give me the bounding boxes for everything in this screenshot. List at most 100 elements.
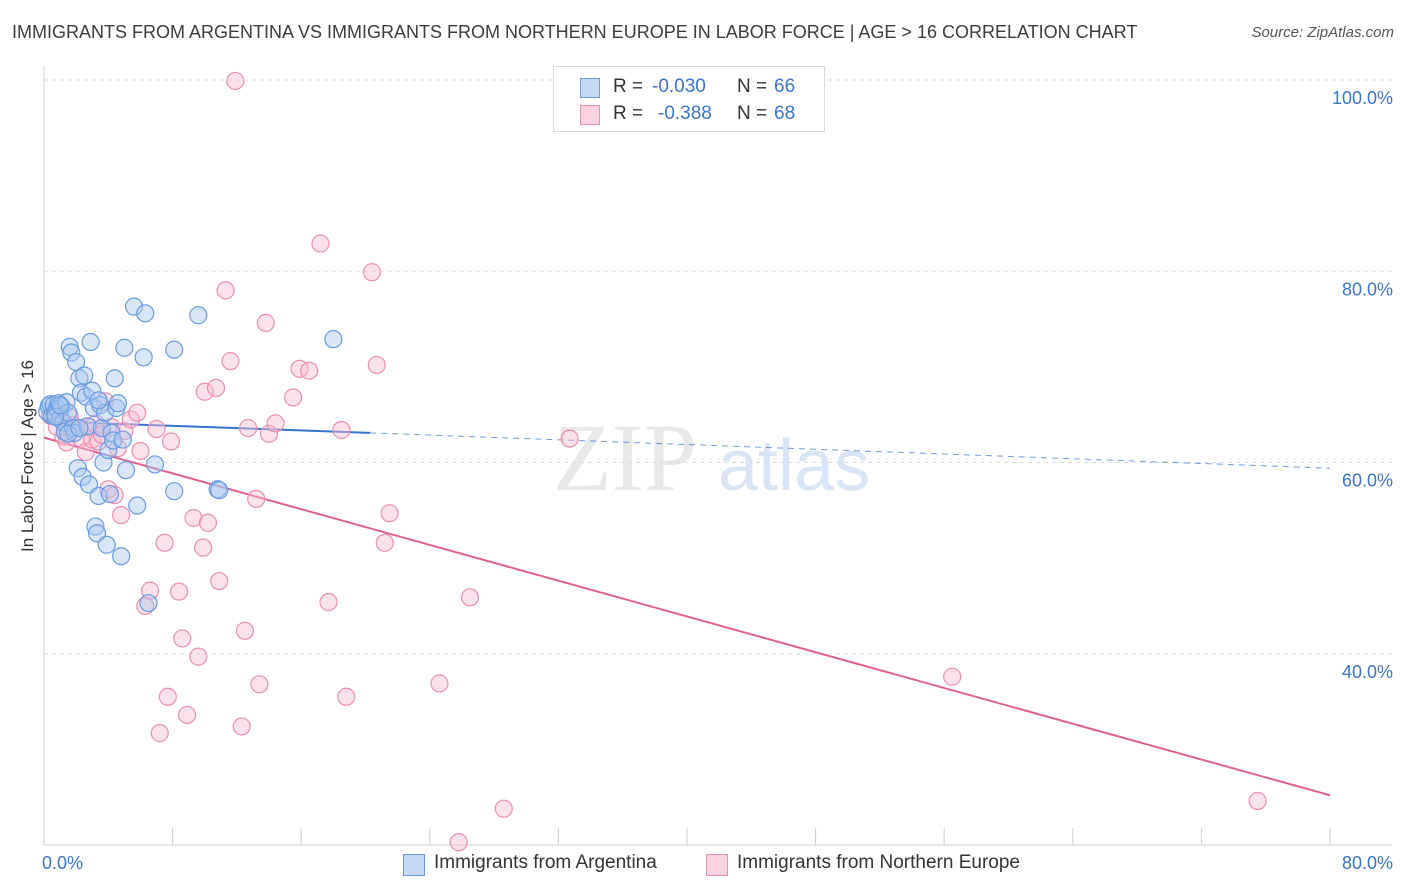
point-argentina bbox=[92, 418, 111, 438]
trend-line-argentina bbox=[43, 420, 371, 434]
legend-swatch-pink bbox=[580, 105, 600, 125]
point-northern-europe bbox=[173, 629, 192, 648]
point-argentina bbox=[210, 481, 229, 500]
point-argentina bbox=[99, 440, 118, 460]
point-northern-europe bbox=[337, 687, 356, 706]
point-argentina bbox=[134, 348, 153, 367]
point-argentina bbox=[108, 394, 128, 413]
y-tick-label: 100.0% bbox=[1332, 88, 1393, 108]
watermark-zip: ZIP bbox=[553, 404, 697, 511]
point-northern-europe bbox=[430, 674, 449, 693]
legend-r-value: -0.030 bbox=[652, 76, 706, 97]
point-northern-europe bbox=[284, 388, 303, 407]
point-northern-europe bbox=[375, 533, 394, 552]
point-northern-europe bbox=[184, 508, 203, 528]
point-northern-europe bbox=[311, 234, 330, 253]
trend-lines bbox=[43, 420, 1331, 797]
point-northern-europe bbox=[206, 378, 226, 398]
point-northern-europe bbox=[259, 424, 279, 443]
point-argentina bbox=[46, 407, 65, 426]
data-points bbox=[38, 71, 1267, 852]
point-northern-europe bbox=[169, 582, 189, 601]
y-tick-label: 40.0% bbox=[1342, 662, 1393, 682]
point-argentina bbox=[128, 496, 147, 515]
trend-line-northern-europe bbox=[43, 436, 1331, 797]
legend-n-value: 68 bbox=[774, 103, 796, 124]
point-northern-europe bbox=[367, 355, 386, 375]
point-argentina bbox=[70, 369, 89, 388]
y-tick-label: 60.0% bbox=[1342, 471, 1393, 491]
point-northern-europe bbox=[494, 799, 513, 818]
point-argentina bbox=[62, 343, 81, 362]
point-argentina bbox=[324, 330, 343, 349]
point-argentina bbox=[115, 338, 134, 357]
correlation-legend: R = -0.030 N = 66 R = -0.388 N = 68 bbox=[553, 66, 825, 132]
point-northern-europe bbox=[232, 717, 251, 736]
point-northern-europe bbox=[198, 513, 218, 532]
legend-r-label: R = bbox=[613, 76, 644, 97]
axes bbox=[43, 66, 1392, 846]
point-argentina bbox=[208, 480, 227, 499]
point-northern-europe bbox=[112, 505, 131, 525]
point-northern-europe bbox=[194, 538, 213, 557]
point-argentina bbox=[102, 423, 121, 442]
point-northern-europe bbox=[239, 418, 258, 438]
point-northern-europe bbox=[362, 263, 382, 282]
point-northern-europe bbox=[131, 441, 150, 461]
point-argentina bbox=[100, 484, 120, 504]
point-argentina bbox=[112, 547, 131, 566]
series-label-argentina: Immigrants from Argentina bbox=[434, 852, 657, 873]
point-northern-europe bbox=[189, 647, 208, 666]
point-northern-europe bbox=[449, 833, 468, 852]
point-argentina bbox=[139, 593, 158, 613]
series-swatch-pink bbox=[706, 854, 728, 876]
point-northern-europe bbox=[235, 621, 255, 640]
series-label-northern-europe: Immigrants from Northern Europe bbox=[737, 852, 1020, 873]
point-northern-europe bbox=[147, 419, 166, 439]
point-northern-europe bbox=[250, 675, 269, 694]
x-tick-label-max: 80.0% bbox=[1342, 853, 1393, 873]
point-argentina bbox=[104, 431, 123, 450]
point-argentina bbox=[124, 297, 144, 316]
series-swatch-blue bbox=[403, 854, 425, 876]
source-label: Source: ZipAtlas.com bbox=[1251, 24, 1394, 41]
point-argentina bbox=[86, 517, 105, 536]
point-northern-europe bbox=[460, 588, 480, 607]
point-argentina bbox=[165, 482, 184, 501]
point-argentina bbox=[145, 455, 165, 474]
point-northern-europe bbox=[150, 724, 169, 743]
point-argentina bbox=[105, 369, 124, 388]
point-northern-europe bbox=[256, 313, 275, 332]
point-argentina bbox=[68, 459, 87, 478]
point-northern-europe bbox=[161, 432, 181, 451]
y-tick-label: 80.0% bbox=[1342, 279, 1393, 299]
point-argentina bbox=[89, 391, 108, 410]
point-argentina bbox=[81, 332, 100, 352]
point-northern-europe bbox=[177, 705, 197, 725]
legend-n-value: 66 bbox=[774, 76, 796, 97]
gridlines bbox=[44, 79, 1392, 655]
point-northern-europe bbox=[210, 571, 229, 591]
point-northern-europe bbox=[121, 410, 140, 429]
point-northern-europe bbox=[332, 420, 351, 440]
point-northern-europe bbox=[300, 361, 319, 380]
point-northern-europe bbox=[158, 687, 177, 706]
legend-r-value: -0.388 bbox=[658, 103, 712, 124]
point-northern-europe bbox=[195, 382, 214, 401]
point-northern-europe bbox=[128, 403, 147, 422]
point-northern-europe bbox=[266, 414, 285, 433]
point-argentina bbox=[75, 366, 94, 385]
point-argentina bbox=[113, 430, 132, 449]
point-northern-europe bbox=[319, 593, 338, 612]
point-northern-europe bbox=[155, 533, 174, 552]
point-northern-europe bbox=[226, 71, 245, 91]
point-argentina bbox=[189, 306, 208, 325]
chart-title: IMMIGRANTS FROM ARGENTINA VS IMMIGRANTS … bbox=[12, 22, 1138, 42]
point-argentina bbox=[97, 535, 116, 554]
point-argentina bbox=[89, 486, 108, 506]
point-argentina bbox=[59, 424, 78, 443]
point-argentina bbox=[136, 304, 155, 323]
point-northern-europe bbox=[1248, 791, 1267, 811]
legend-n-label: N = bbox=[737, 103, 768, 124]
